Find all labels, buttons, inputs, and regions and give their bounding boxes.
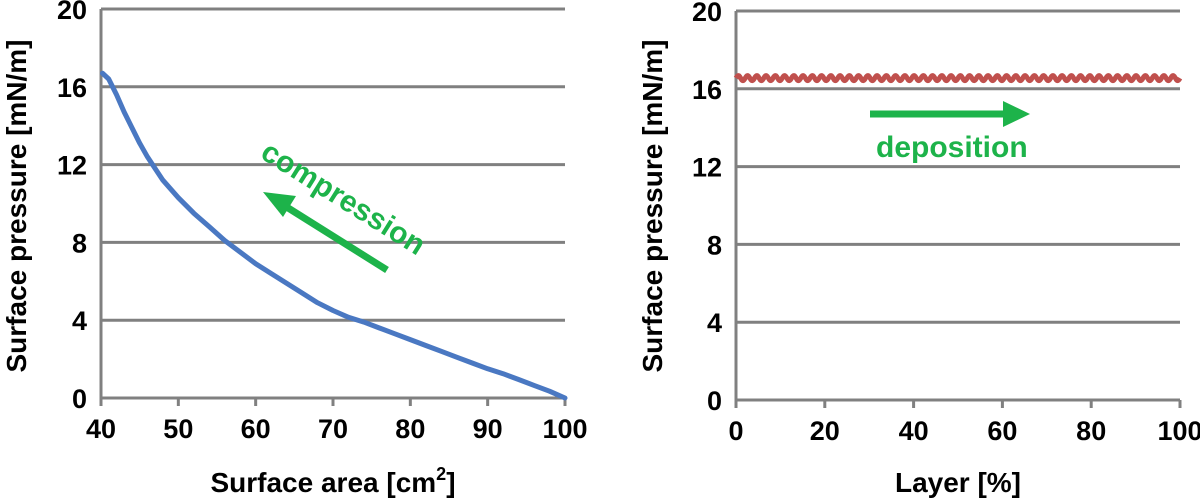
x-tick-label-60: 60 — [987, 416, 1017, 446]
y-tick-label-12: 12 — [692, 153, 722, 183]
x-tick-label-60: 60 — [241, 414, 271, 444]
x-tick-label-20: 20 — [810, 416, 840, 446]
x-tick-label-50: 50 — [163, 414, 193, 444]
compression-annotation: compression — [255, 135, 431, 273]
x-tick-label-70: 70 — [318, 414, 348, 444]
x-tick-label-80: 80 — [395, 414, 425, 444]
deposition-arrow-head — [1003, 101, 1030, 127]
compression-arrow-head — [263, 192, 296, 217]
right-x-axis-label: Layer [%] — [895, 467, 1021, 498]
x-tick-label-80: 80 — [1076, 416, 1106, 446]
y-tick-label-20: 20 — [57, 0, 87, 25]
y-tick-label-16: 16 — [692, 75, 722, 105]
y-tick-label-8: 8 — [72, 228, 87, 258]
y-tick-label-4: 4 — [707, 308, 722, 338]
x-tick-label-90: 90 — [473, 414, 503, 444]
y-tick-label-20: 20 — [692, 0, 722, 27]
compression-arrow — [283, 203, 389, 273]
compression-curve — [100, 70, 568, 401]
right-y-axis-label: Surface pressure [mN/m] — [637, 39, 668, 372]
left-x-axis-label: Surface area [cm2] — [210, 464, 455, 498]
y-tick-label-16: 16 — [57, 73, 87, 103]
left-x-tick-labels: 40 50 60 70 80 90 100 — [86, 414, 588, 444]
y-tick-label-0: 0 — [72, 384, 87, 414]
y-tick-label-8: 8 — [707, 230, 722, 260]
deposition-annotation: deposition — [870, 101, 1030, 164]
y-tick-label-12: 12 — [57, 151, 87, 181]
right-gridlines — [734, 9, 1182, 408]
y-tick-label-0: 0 — [707, 386, 722, 416]
x-tick-label-0: 0 — [728, 416, 743, 446]
x-tick-label-40: 40 — [86, 414, 116, 444]
right-x-tick-labels: 0 20 40 60 80 100 — [728, 416, 1200, 446]
y-tick-label-4: 4 — [72, 306, 87, 336]
left-y-axis-label: Surface pressure [mN/m] — [1, 39, 32, 372]
left-chart: 0 4 8 12 16 20 40 50 60 70 80 90 100 Surface pressu… — [1, 0, 588, 498]
left-y-tick-labels: 0 4 8 12 16 20 — [57, 0, 87, 414]
x-tick-label-100: 100 — [542, 414, 587, 444]
right-chart: 0 4 8 12 16 20 0 20 40 60 80 100 Surface pressure … — [637, 0, 1200, 498]
x-tick-label-100: 100 — [1157, 416, 1200, 446]
right-y-tick-labels: 0 4 8 12 16 20 — [692, 0, 722, 416]
x-tick-label-40: 40 — [899, 416, 929, 446]
deposition-curve — [733, 73, 1183, 84]
deposition-label: deposition — [876, 131, 1028, 164]
